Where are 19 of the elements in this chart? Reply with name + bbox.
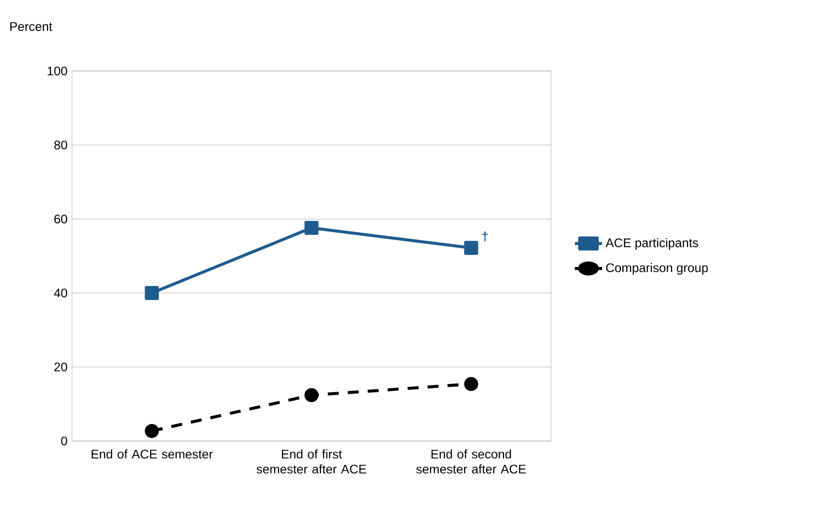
y-tick-label: 20 [54,362,68,372]
point [464,240,478,255]
y-tick-label: 60 [54,214,68,224]
point [464,377,478,392]
x-tick-label: End of second semester after ACE [416,449,526,474]
x-tick-label: End of first semester after ACE [256,449,366,474]
y-tick-label: 40 [54,288,68,298]
annotation: † [482,232,488,242]
y-tick-label: 100 [48,66,68,76]
point [144,424,159,438]
legend-label: ACE participants [606,238,698,250]
point [304,220,318,235]
y-tick-label: 80 [54,140,68,150]
point [144,286,159,300]
point [304,388,318,402]
y-tick-label: 0 [61,436,68,446]
legend-label: Comparison group [606,262,708,275]
y-axis-title: Percent [10,22,52,31]
x-tick-label: End of ACE semester [92,449,213,459]
